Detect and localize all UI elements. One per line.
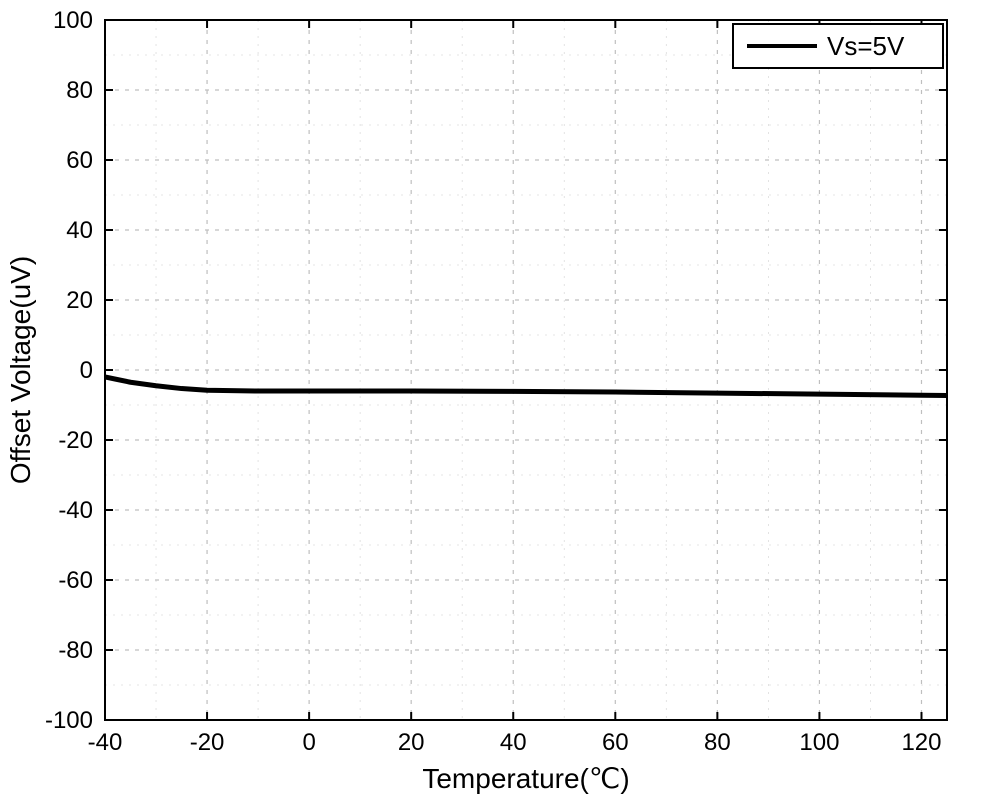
x-axis-label: Temperature(℃) [422, 763, 629, 794]
x-tick-label: 80 [704, 729, 731, 756]
y-tick-label: -20 [58, 427, 93, 454]
chart-container: -40-20020406080100120-100-80-60-40-20020… [0, 0, 981, 799]
legend: Vs=5V [733, 24, 943, 68]
x-tick-label: 40 [500, 729, 527, 756]
y-tick-label: -100 [45, 707, 93, 734]
y-tick-label: 100 [53, 7, 93, 34]
series-line [105, 377, 947, 396]
y-axis-label: Offset Voltage(uV) [5, 256, 36, 484]
x-tick-label: 20 [398, 729, 425, 756]
y-tick-label: 40 [66, 217, 93, 244]
x-tick-label: 60 [602, 729, 629, 756]
x-tick-label: 0 [302, 729, 315, 756]
x-tick-label: 100 [799, 729, 839, 756]
y-tick-label: 0 [80, 357, 93, 384]
legend-label: Vs=5V [827, 31, 905, 61]
y-tick-label: -60 [58, 567, 93, 594]
y-tick-label: 20 [66, 287, 93, 314]
x-tick-label: 120 [901, 729, 941, 756]
y-tick-label: -80 [58, 637, 93, 664]
x-tick-label: -20 [190, 729, 225, 756]
y-tick-label: 60 [66, 147, 93, 174]
y-tick-label: -40 [58, 497, 93, 524]
y-tick-label: 80 [66, 77, 93, 104]
